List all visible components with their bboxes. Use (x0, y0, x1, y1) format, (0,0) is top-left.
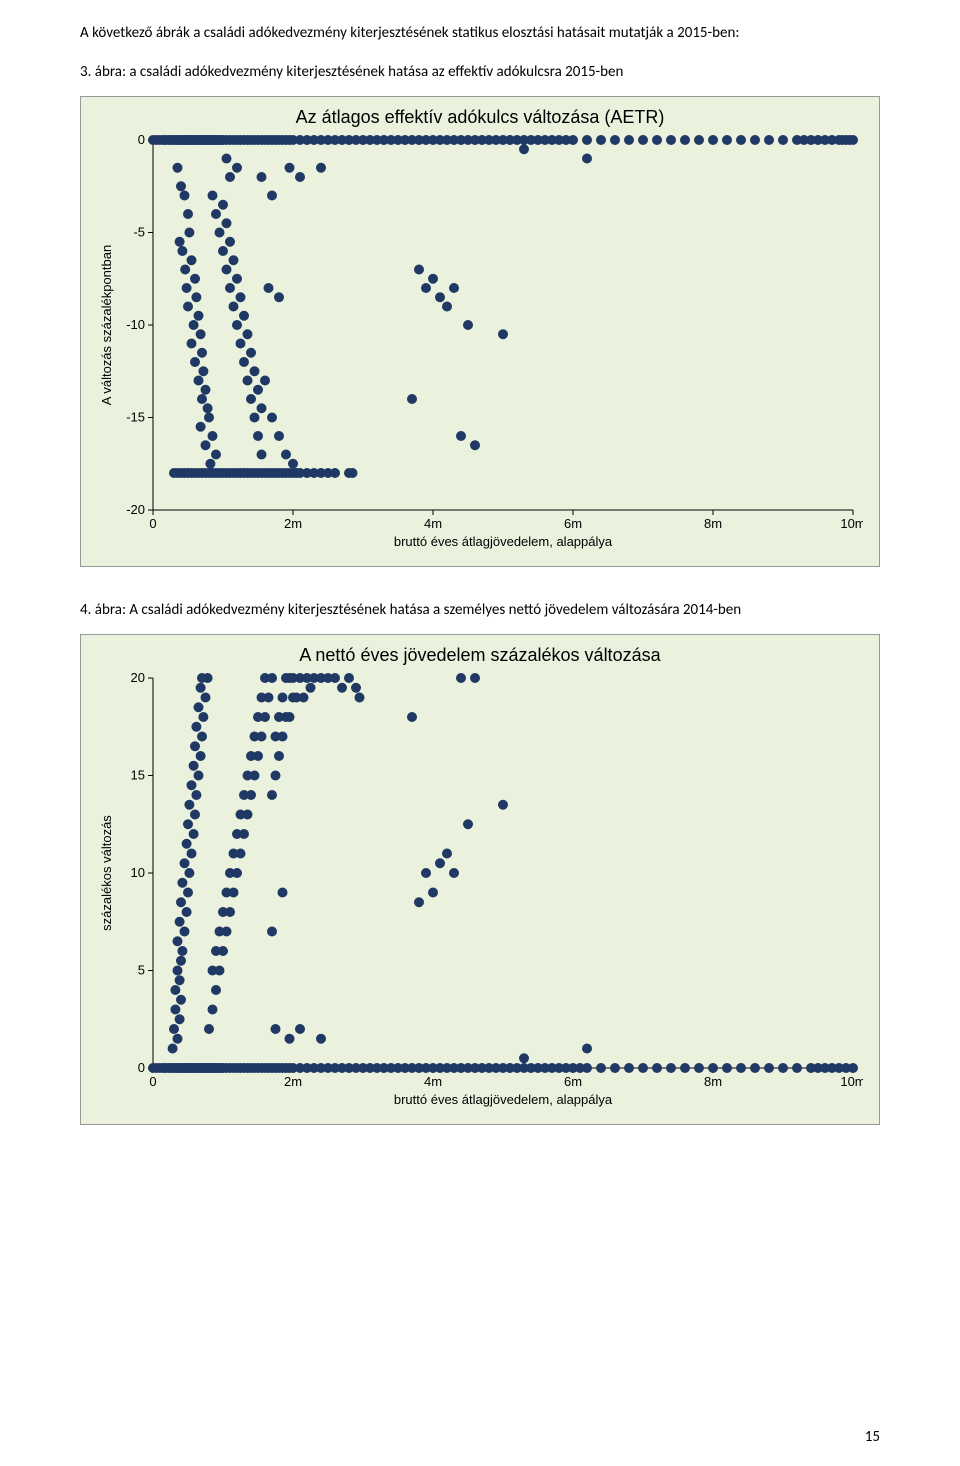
svg-text:0: 0 (149, 516, 156, 531)
svg-text:százalékos változás: százalékos változás (99, 815, 114, 931)
svg-text:6m: 6m (564, 1074, 582, 1089)
page: A következő ábrák a családi adókedvezmén… (0, 0, 960, 1466)
chart-1-plot: -20 -15 -10 -5 0 0 2m 4m 6m 8m 10m bruttó éves átla… (93, 132, 867, 560)
svg-text:10m: 10m (840, 1074, 863, 1089)
svg-text:8m: 8m (704, 516, 722, 531)
svg-text:6m: 6m (564, 516, 582, 531)
svg-text:5: 5 (138, 963, 145, 978)
chart-1-title: Az átlagos effektív adókulcs változása (… (93, 107, 867, 128)
svg-text:bruttó éves átlagjövedelem, al: bruttó éves átlagjövedelem, alappálya (394, 534, 613, 549)
page-number: 15 (865, 1428, 880, 1446)
svg-text:4m: 4m (424, 1074, 442, 1089)
svg-text:0: 0 (138, 1060, 145, 1075)
svg-text:-20: -20 (126, 502, 145, 517)
svg-text:-10: -10 (126, 317, 145, 332)
svg-text:10: 10 (131, 865, 145, 880)
svg-text:8m: 8m (704, 1074, 722, 1089)
svg-text:-5: -5 (133, 225, 145, 240)
svg-text:A változás százalékpontban: A változás százalékpontban (99, 245, 114, 405)
intro-paragraph: A következő ábrák a családi adókedvezmén… (80, 20, 880, 47)
svg-text:-15: -15 (126, 410, 145, 425)
svg-text:2m: 2m (284, 1074, 302, 1089)
svg-text:0: 0 (149, 1074, 156, 1089)
svg-text:0: 0 (138, 132, 145, 147)
chart-1-svg: -20 -15 -10 -5 0 0 2m 4m 6m 8m 10m bruttó éves átla… (93, 132, 863, 560)
chart-2-plot: 0 5 10 15 20 0 2m 4m 6m 8m 10m bruttó éves átlagjöv… (93, 670, 867, 1118)
chart-1-container: Az átlagos effektív adókulcs változása (… (80, 96, 880, 567)
chart-2-svg: 0 5 10 15 20 0 2m 4m 6m 8m 10m bruttó éves átlagjöv… (93, 670, 863, 1118)
svg-text:bruttó éves átlagjövedelem, al: bruttó éves átlagjövedelem, alappálya (394, 1092, 613, 1107)
svg-text:20: 20 (131, 670, 145, 685)
svg-text:4m: 4m (424, 516, 442, 531)
figure-3-caption: 3. ábra: a családi adókedvezmény kiterje… (80, 59, 880, 86)
chart-2-title: A nettó éves jövedelem százalékos változ… (93, 645, 867, 666)
svg-text:2m: 2m (284, 516, 302, 531)
svg-text:10m: 10m (840, 516, 863, 531)
figure-4-caption: 4. ábra: A családi adókedvezmény kiterje… (80, 597, 880, 624)
svg-text:15: 15 (131, 768, 145, 783)
chart-2-container: A nettó éves jövedelem százalékos változ… (80, 634, 880, 1125)
